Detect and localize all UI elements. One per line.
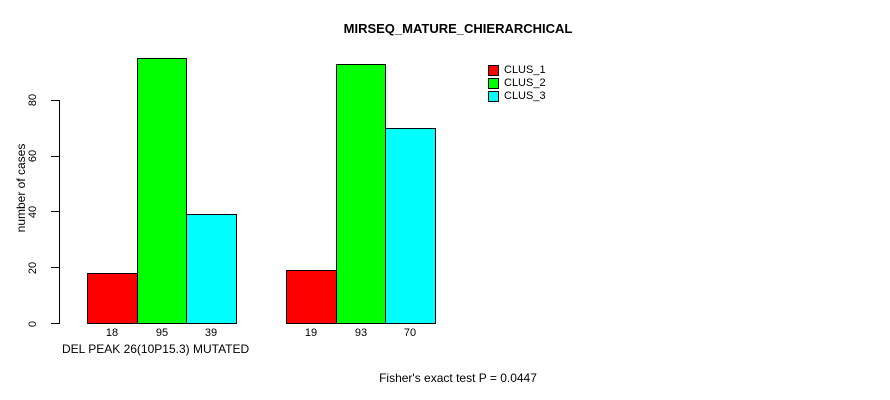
annotation-fisher-test: Fisher's exact test P = 0.0447: [379, 371, 537, 385]
chart-title: MIRSEQ_MATURE_CHIERARCHICAL: [343, 21, 573, 36]
y-axis-line: [59, 99, 60, 324]
bar-value-label: 70: [403, 327, 417, 339]
x-axis-label: DEL PEAK 26(10P15.3) MUTATED: [62, 342, 250, 356]
bar-value-label: 18: [105, 327, 119, 339]
y-axis-tick-label: 60: [27, 149, 39, 163]
legend-item-clus_3: CLUS_3: [488, 89, 546, 102]
legend-item-clus_2: CLUS_2: [488, 76, 546, 89]
bar-clus_3-group1: [186, 214, 237, 324]
bar-value-label: 19: [304, 327, 318, 339]
legend-swatch-clus_1: [488, 65, 499, 76]
bar-clus_1-group2: [286, 270, 337, 324]
y-axis-tick: [51, 211, 59, 213]
y-axis-tick: [51, 323, 59, 324]
legend-label: CLUS_3: [504, 89, 546, 102]
bar-clus_2-group1: [137, 58, 187, 324]
y-axis-tick: [51, 267, 59, 269]
y-axis-tick-label: 40: [27, 205, 39, 219]
y-axis-tick-label: 0: [27, 320, 39, 327]
legend-item-clus_1: CLUS_1: [488, 65, 546, 76]
y-axis-tick-label: 80: [27, 94, 39, 107]
y-axis-tick: [51, 155, 59, 157]
y-axis-tick: [51, 99, 59, 101]
bar-clus_1-group1: [87, 273, 138, 324]
y-axis-tick-label: 20: [27, 261, 39, 274]
legend-label: CLUS_2: [504, 76, 546, 89]
bar-clus_3-group2: [385, 128, 436, 324]
legend-label: CLUS_1: [504, 64, 546, 76]
bar-value-label: 93: [354, 327, 368, 339]
legend-swatch-clus_2: [488, 77, 499, 89]
y-axis-label: number of cases: [14, 143, 28, 233]
bar-clus_2-group2: [336, 64, 386, 324]
bar-value-label: 39: [204, 327, 218, 339]
bar-value-label: 95: [155, 327, 169, 339]
legend-swatch-clus_3: [488, 90, 499, 102]
